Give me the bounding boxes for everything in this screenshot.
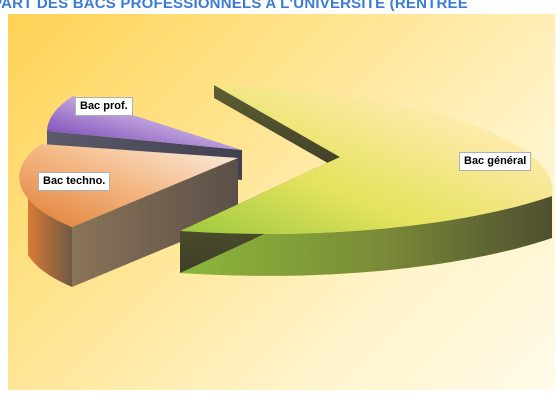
slice-bac-general-side	[180, 196, 552, 276]
chart-title: PART DES BACS PROFESSIONNELS A L'UNIVERS…	[0, 0, 468, 12]
slice-bac-techno-face	[72, 158, 238, 287]
data-label-bac-general: Bac général	[459, 152, 532, 171]
slice-bac-techno	[19, 144, 239, 287]
slice-bac-general-face-rear	[214, 85, 340, 170]
slice-bac-general-top	[180, 85, 553, 234]
data-label-bac-techno: Bac techno.	[38, 172, 111, 191]
slice-bac-techno-top	[19, 144, 239, 227]
slice-bac-techno-side	[28, 195, 72, 287]
data-label-bac-prof: Bac prof.	[75, 97, 133, 116]
slice-bac-general	[180, 85, 553, 276]
